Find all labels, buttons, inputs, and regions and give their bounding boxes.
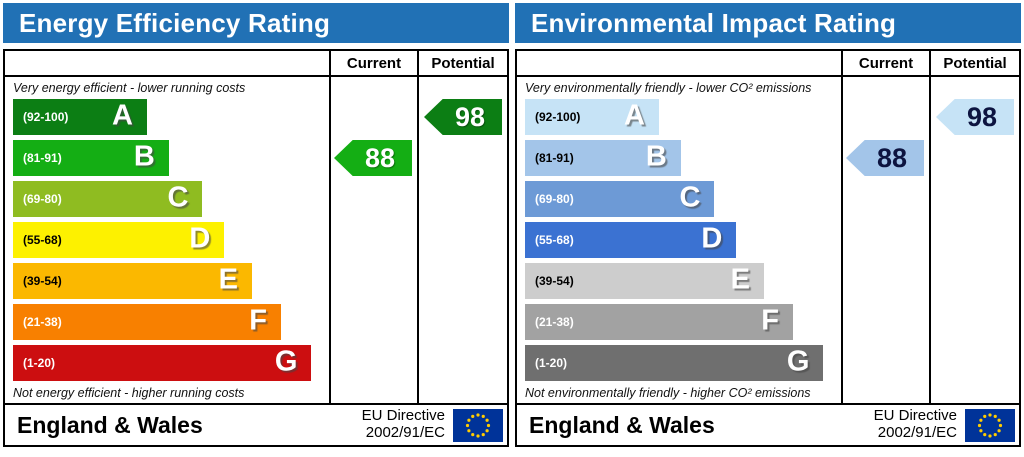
- rating-scale: Very environmentally friendly - lower CO…: [517, 77, 841, 403]
- band-range: (39-54): [535, 274, 574, 288]
- band-letter: B: [133, 140, 155, 173]
- band-range: (55-68): [535, 233, 574, 247]
- panel-title: Energy Efficiency Rating: [3, 3, 509, 43]
- current-rating-arrow: 88: [846, 140, 924, 176]
- potential-rating-value: 98: [454, 101, 486, 132]
- band-range: (39-54): [23, 274, 62, 288]
- band-f: (21-38) F: [13, 304, 281, 340]
- potential-rating-value: 98: [966, 101, 998, 132]
- band-letter: E: [218, 263, 238, 296]
- band-range: (55-68): [23, 233, 62, 247]
- potential-rating-cell: 98: [929, 77, 1019, 403]
- band-f: (21-38) F: [525, 304, 793, 340]
- band-letter: A: [624, 99, 645, 132]
- eu-directive-line2: 2002/91/EC: [877, 424, 957, 441]
- band-letter: E: [730, 263, 750, 296]
- band-c: (69-80) C: [525, 181, 715, 217]
- bottom-note: Not energy efficient - higher running co…: [13, 386, 245, 400]
- band-a: (92-100) A: [525, 99, 659, 135]
- current-column-header: Current: [841, 51, 929, 75]
- current-rating-cell: 88: [329, 77, 417, 403]
- band-e: (39-54) E: [525, 263, 764, 299]
- potential-column-header: Potential: [417, 51, 507, 75]
- band-letter: G: [786, 345, 810, 378]
- bottom-note: Not environmentally friendly - higher CO…: [525, 386, 811, 400]
- current-rating-value: 88: [876, 142, 908, 173]
- potential-rating-arrow: 98: [936, 99, 1014, 135]
- potential-rating-cell: 98: [417, 77, 507, 403]
- table-footer-row: England & Wales EU Directive 2002/91/EC: [517, 403, 1019, 445]
- rating-scale: Very energy efficient - lower running co…: [5, 77, 329, 403]
- eu-directive-line2: 2002/91/EC: [365, 424, 445, 441]
- band-letter: D: [189, 222, 211, 255]
- environmental-impact-table: Current Potential Very environmentally f…: [515, 49, 1021, 447]
- band-b: (81-91) B: [13, 140, 169, 176]
- table-header-row: Current Potential: [517, 51, 1019, 77]
- panel-title: Environmental Impact Rating: [515, 3, 1021, 43]
- band-letter: D: [701, 222, 723, 255]
- eu-flag-icon: [965, 408, 1015, 442]
- band-range: (81-91): [23, 151, 62, 165]
- band-letter: F: [761, 304, 779, 337]
- band-range: (1-20): [23, 356, 56, 370]
- table-body-row: Very energy efficient - lower running co…: [5, 77, 507, 403]
- epc-report: Energy Efficiency Rating Current Potenti…: [3, 3, 1021, 447]
- header-spacer: [5, 51, 329, 75]
- current-rating-value: 88: [364, 142, 396, 173]
- environmental-impact-panel: Environmental Impact Rating Current Pote…: [515, 3, 1021, 447]
- band-letter: B: [645, 140, 667, 173]
- energy-efficiency-panel: Energy Efficiency Rating Current Potenti…: [3, 3, 509, 447]
- band-letter: C: [679, 181, 701, 214]
- table-body-row: Very environmentally friendly - lower CO…: [517, 77, 1019, 403]
- top-note: Very energy efficient - lower running co…: [13, 81, 246, 95]
- eu-directive-line1: EU Directive: [873, 407, 957, 425]
- eu-directive-label: EU Directive 2002/91/EC: [361, 407, 445, 442]
- table-header-row: Current Potential: [5, 51, 507, 77]
- table-footer-row: England & Wales EU Directive 2002/91/EC: [5, 403, 507, 445]
- current-rating-arrow: 88: [334, 140, 412, 176]
- band-range: (21-38): [23, 315, 62, 329]
- eu-flag-icon: [453, 408, 503, 442]
- band-e: (39-54) E: [13, 263, 252, 299]
- potential-column-header: Potential: [929, 51, 1019, 75]
- current-column-header: Current: [329, 51, 417, 75]
- band-letter: F: [249, 304, 267, 337]
- band-letter: A: [112, 99, 133, 132]
- potential-rating-arrow: 98: [424, 99, 502, 135]
- eu-directive-label: EU Directive 2002/91/EC: [873, 407, 957, 442]
- eu-directive-line1: EU Directive: [361, 407, 445, 425]
- band-d: (55-68) D: [525, 222, 737, 258]
- band-range: (21-38): [535, 315, 574, 329]
- region-label: England & Wales: [17, 411, 203, 438]
- band-b: (81-91) B: [525, 140, 681, 176]
- band-letter: C: [167, 181, 189, 214]
- band-range: (69-80): [23, 192, 62, 206]
- band-d: (55-68) D: [13, 222, 225, 258]
- header-spacer: [517, 51, 841, 75]
- current-rating-cell: 88: [841, 77, 929, 403]
- top-note: Very environmentally friendly - lower CO…: [525, 81, 812, 95]
- band-g: (1-20) G: [13, 345, 312, 381]
- region-label: England & Wales: [529, 411, 715, 438]
- band-a: (92-100) A: [13, 99, 147, 135]
- band-c: (69-80) C: [13, 181, 203, 217]
- band-letter: G: [274, 345, 298, 378]
- band-g: (1-20) G: [525, 345, 824, 381]
- band-range: (69-80): [535, 192, 574, 206]
- band-range: (92-100): [535, 110, 581, 124]
- band-range: (81-91): [535, 151, 574, 165]
- energy-efficiency-table: Current Potential Very energy efficient …: [3, 49, 509, 447]
- band-range: (92-100): [23, 110, 69, 124]
- band-range: (1-20): [535, 356, 568, 370]
